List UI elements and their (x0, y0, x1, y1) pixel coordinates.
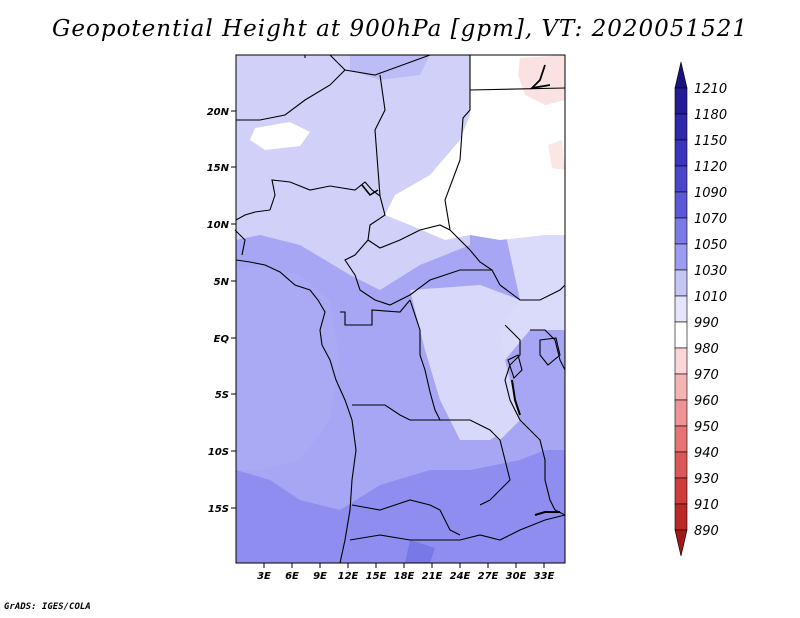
lat-label: 5N (214, 277, 230, 288)
colorbar-labels: 1210 1180 1150 1120 1090 1070 1050 1030 … (694, 82, 727, 539)
colorbar-segment (674, 529, 688, 557)
colorbar-segment (674, 425, 688, 453)
colorbar-label: 1180 (694, 108, 727, 123)
colorbar-segment (674, 321, 688, 349)
colorbar-label: 1120 (694, 160, 727, 175)
colorbar-segment (674, 87, 688, 115)
lon-label: 21E (422, 571, 443, 582)
lon-ticks (263, 563, 545, 568)
colorbar-label: 1030 (694, 264, 727, 279)
colorbar (674, 61, 688, 557)
colorbar-segment (674, 503, 688, 531)
lat-label: 10S (208, 447, 229, 458)
lon-label: 24E (450, 571, 471, 582)
colorbar-segment (674, 139, 688, 167)
lon-label: 6E (285, 571, 299, 582)
height-field (236, 55, 565, 563)
colorbar-segment (674, 347, 688, 375)
lon-label: 3E (257, 571, 271, 582)
lat-label: 15S (208, 504, 229, 515)
lat-label: EQ (214, 334, 230, 345)
colorbar-label: 910 (694, 498, 719, 513)
colorbar-label: 930 (694, 472, 719, 487)
colorbar-segment (674, 451, 688, 479)
map-frame (235, 54, 566, 564)
lat-label: 10N (207, 220, 230, 231)
colorbar-label: 960 (694, 394, 719, 409)
colorbar-label: 1010 (694, 290, 727, 305)
colorbar-label: 890 (694, 524, 719, 539)
lon-label: 15E (366, 571, 387, 582)
colorbar-label: 950 (694, 420, 719, 435)
colorbar-segment (674, 191, 688, 219)
colorbar-label: 1050 (694, 238, 727, 253)
colorbar-label: 980 (694, 342, 719, 357)
map-title: Geopotential Height at 900hPa [gpm], VT:… (52, 16, 748, 42)
colorbar-segment (674, 113, 688, 141)
lon-label: 9E (313, 571, 327, 582)
country-borders (234, 54, 566, 564)
colorbar-segment (674, 477, 688, 505)
colorbar-label: 1090 (694, 186, 727, 201)
colorbar-segment (674, 373, 688, 401)
lat-ticks (231, 110, 236, 509)
colorbar-label: 940 (694, 446, 719, 461)
colorbar-label: 1070 (694, 212, 727, 227)
lat-label: 5S (215, 390, 229, 401)
lon-label: 18E (394, 571, 415, 582)
colorbar-segment (674, 165, 688, 193)
colorbar-label: 990 (694, 316, 719, 331)
colorbar-segment (674, 243, 688, 271)
lon-label: 12E (338, 571, 359, 582)
colorbar-segment (674, 269, 688, 297)
colorbar-label: 1210 (694, 82, 727, 97)
colorbar-label: 1150 (694, 134, 727, 149)
lon-label: 27E (478, 571, 499, 582)
lon-label: 30E (506, 571, 527, 582)
credit-text: GrADS: IGES/COLA (4, 602, 91, 612)
lat-label: 20N (207, 107, 230, 118)
colorbar-segment (674, 295, 688, 323)
lat-label: 15N (207, 163, 230, 174)
colorbar-segment (674, 399, 688, 427)
colorbar-segment (674, 217, 688, 245)
colorbar-segment (674, 61, 688, 89)
lon-label: 33E (534, 571, 555, 582)
colorbar-label: 970 (694, 368, 719, 383)
